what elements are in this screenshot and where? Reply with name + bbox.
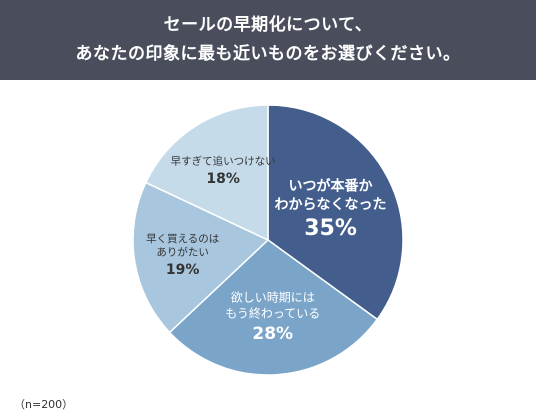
pie-slice-4-value-label: 18% [206, 171, 240, 187]
pie-slice-3-label-line-1: 早く買えるのは [146, 233, 219, 245]
pie-slice-2-label-line-1: 欲しい時期には [231, 291, 315, 305]
pie-slice-3 [132, 181, 270, 334]
pie-slice-1-label-line-2: わからなくなった [275, 197, 387, 213]
pie-slice-1-label-line-1: いつが本番か [289, 178, 373, 195]
chart-title-line-1: セールの早期化について、 [163, 15, 373, 35]
pie-slice-3-label-line-2: ありがたい [156, 246, 209, 259]
pie-slice-3-value-label: 19% [166, 262, 200, 278]
pie-slice-2 [168, 239, 379, 376]
pie-slice-1-value-label: 35% [304, 216, 357, 241]
pie-slice-4-label-line-1: 早すぎて追いつけない [171, 155, 276, 168]
pie-chart-area: いつが本番か わからなくなった 35% 欲しい時期には もう終わっている 28% 早く買える… [0, 80, 536, 417]
pie-slice-2-value-label: 28% [252, 324, 293, 344]
chart-header: セールの早期化について、 あなたの印象に最も近いものをお選びください。 [0, 0, 536, 80]
pie-slice-4 [144, 104, 269, 242]
sample-size-note: （n=200） [14, 398, 74, 411]
pie-slice-1 [267, 104, 404, 321]
pie-slice-2-label-line-2: もう終わっている [225, 305, 320, 320]
chart-title-line-2: あなたの印象に最も近いものをお選びください。 [75, 44, 461, 64]
